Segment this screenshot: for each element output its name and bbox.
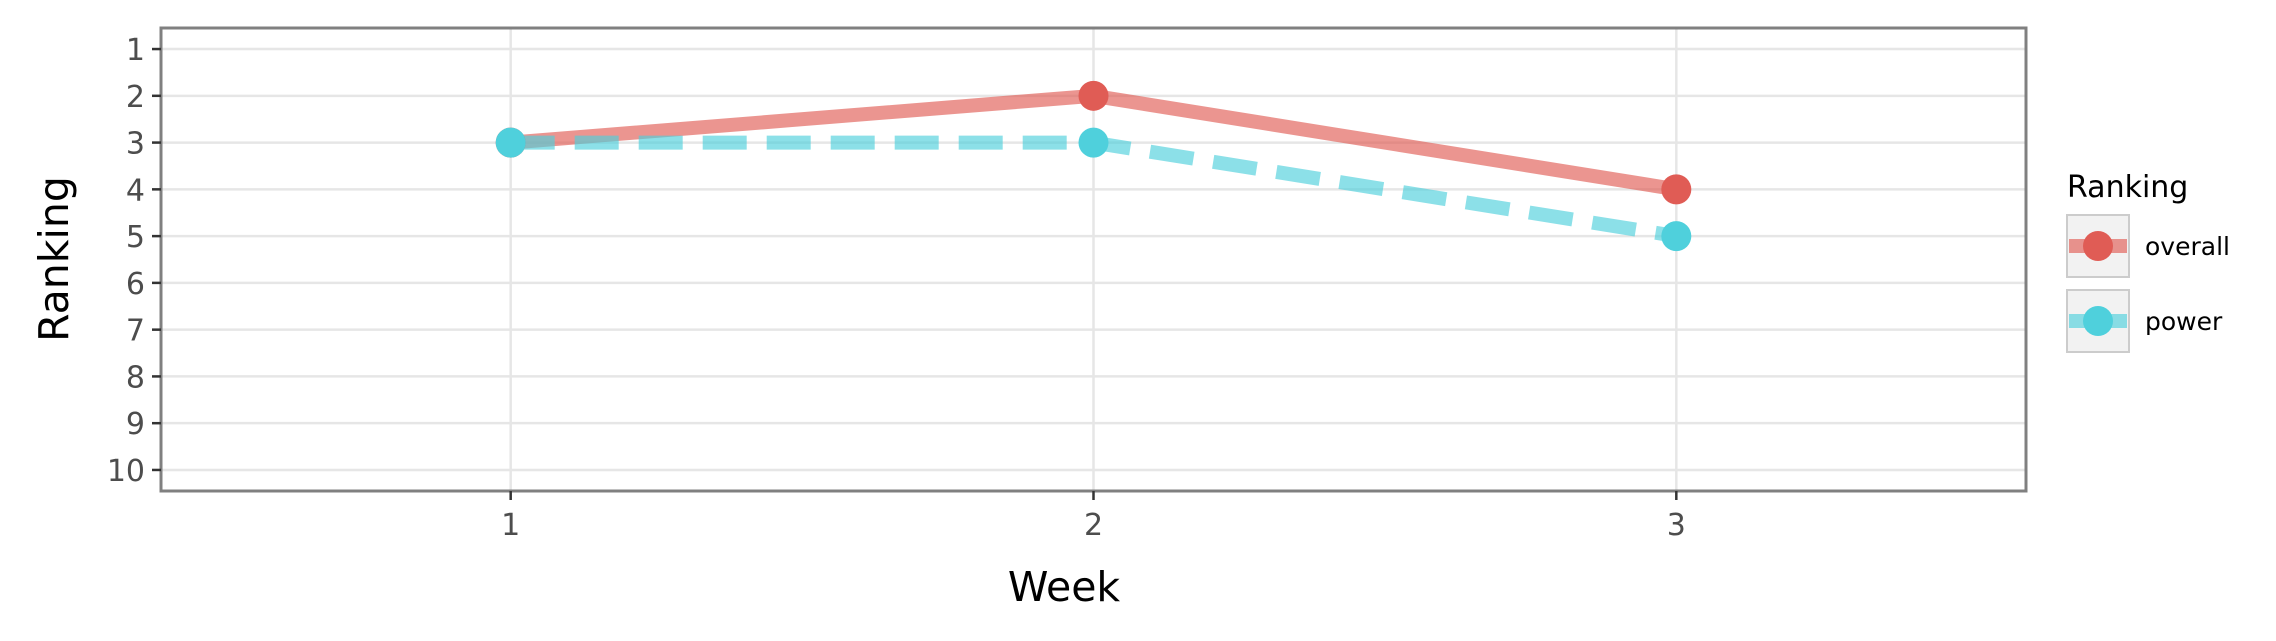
y-tick-label: 10 xyxy=(107,454,145,489)
legend-entry-overall: overall xyxy=(2066,214,2230,278)
data-point-overall xyxy=(1078,80,1109,111)
y-tick-label: 4 xyxy=(126,173,145,208)
legend: Ranking overall power xyxy=(2066,170,2230,353)
series-layer xyxy=(495,80,1692,252)
y-tick-label: 9 xyxy=(126,407,145,442)
legend-label: overall xyxy=(2145,232,2230,261)
data-point-overall xyxy=(1661,174,1692,205)
points-power xyxy=(495,127,1692,252)
y-tick-label: 7 xyxy=(126,314,145,349)
legend-key-point xyxy=(2083,231,2113,261)
data-point-power xyxy=(495,127,526,158)
y-tick-label: 6 xyxy=(126,267,145,302)
x-axis: 1 2 3 xyxy=(501,491,1686,543)
legend-entry-power: power xyxy=(2066,289,2223,353)
data-point-power xyxy=(1078,127,1109,158)
legend-label: power xyxy=(2145,307,2223,336)
legend-title: Ranking xyxy=(2067,170,2188,205)
y-axis: 1 2 3 4 5 6 7 8 9 10 xyxy=(107,33,161,489)
y-tick-label: 2 xyxy=(126,80,145,115)
x-tick-label: 3 xyxy=(1667,508,1686,543)
x-tick-label: 2 xyxy=(1084,508,1103,543)
y-tick-label: 3 xyxy=(126,127,145,162)
x-tick-label: 1 xyxy=(501,508,520,543)
legend-key-point xyxy=(2083,306,2113,336)
x-axis-title: Week xyxy=(1008,563,1121,611)
y-axis-title: Ranking xyxy=(30,176,78,342)
y-tick-label: 1 xyxy=(126,33,145,68)
data-point-power xyxy=(1661,221,1692,252)
y-tick-label: 5 xyxy=(126,220,145,255)
y-tick-label: 8 xyxy=(126,360,145,395)
